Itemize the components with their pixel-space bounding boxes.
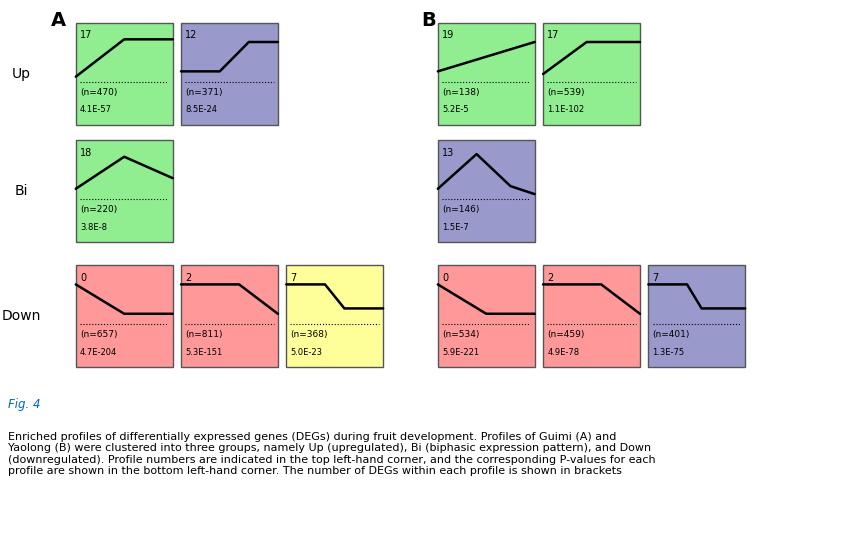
FancyBboxPatch shape bbox=[438, 265, 535, 368]
Text: (n=368): (n=368) bbox=[290, 330, 328, 339]
Text: 0: 0 bbox=[442, 273, 448, 283]
Text: 18: 18 bbox=[80, 148, 93, 158]
Text: Bi: Bi bbox=[14, 184, 28, 198]
Text: 3.8E-8: 3.8E-8 bbox=[80, 223, 107, 232]
Text: 2: 2 bbox=[185, 273, 191, 283]
FancyBboxPatch shape bbox=[76, 23, 173, 125]
Text: Up: Up bbox=[12, 67, 30, 81]
Text: 5.9E-221: 5.9E-221 bbox=[442, 348, 479, 356]
Text: Enriched profiles of differentially expressed genes (DEGs) during fruit developm: Enriched profiles of differentially expr… bbox=[8, 432, 656, 476]
Text: B: B bbox=[421, 11, 436, 31]
Text: Fig. 4: Fig. 4 bbox=[8, 398, 41, 411]
Text: 7: 7 bbox=[290, 273, 296, 283]
Text: 5.2E-5: 5.2E-5 bbox=[442, 105, 469, 114]
Text: 8.5E-24: 8.5E-24 bbox=[185, 105, 217, 114]
FancyBboxPatch shape bbox=[181, 23, 278, 125]
FancyBboxPatch shape bbox=[648, 265, 745, 368]
Text: 0: 0 bbox=[80, 273, 86, 283]
Text: 19: 19 bbox=[442, 30, 455, 40]
Text: 17: 17 bbox=[80, 30, 93, 40]
Text: A: A bbox=[51, 11, 66, 31]
Text: (n=534): (n=534) bbox=[442, 330, 479, 339]
Text: (n=401): (n=401) bbox=[653, 330, 690, 339]
Text: 4.9E-78: 4.9E-78 bbox=[547, 348, 579, 356]
Text: (n=371): (n=371) bbox=[185, 88, 223, 97]
FancyBboxPatch shape bbox=[181, 265, 278, 368]
Text: (n=811): (n=811) bbox=[185, 330, 223, 339]
Text: 4.7E-204: 4.7E-204 bbox=[80, 348, 117, 356]
Text: 5.0E-23: 5.0E-23 bbox=[290, 348, 322, 356]
Text: 2: 2 bbox=[547, 273, 553, 283]
Text: (n=657): (n=657) bbox=[80, 330, 118, 339]
FancyBboxPatch shape bbox=[76, 265, 173, 368]
Text: 13: 13 bbox=[442, 148, 455, 158]
Text: (n=470): (n=470) bbox=[80, 88, 117, 97]
FancyBboxPatch shape bbox=[76, 140, 173, 242]
Text: 12: 12 bbox=[185, 30, 198, 40]
Text: Down: Down bbox=[2, 309, 40, 323]
Text: 7: 7 bbox=[653, 273, 658, 283]
FancyBboxPatch shape bbox=[543, 265, 640, 368]
Text: 5.3E-151: 5.3E-151 bbox=[185, 348, 222, 356]
Text: 4.1E-57: 4.1E-57 bbox=[80, 105, 112, 114]
Text: 1.5E-7: 1.5E-7 bbox=[442, 223, 469, 232]
Text: 1.1E-102: 1.1E-102 bbox=[547, 105, 584, 114]
Text: (n=138): (n=138) bbox=[442, 88, 480, 97]
Text: 17: 17 bbox=[547, 30, 560, 40]
FancyBboxPatch shape bbox=[438, 140, 535, 242]
FancyBboxPatch shape bbox=[543, 23, 640, 125]
FancyBboxPatch shape bbox=[286, 265, 383, 368]
Text: (n=459): (n=459) bbox=[547, 330, 584, 339]
Text: (n=539): (n=539) bbox=[547, 88, 585, 97]
Text: (n=146): (n=146) bbox=[442, 205, 479, 214]
Text: (n=220): (n=220) bbox=[80, 205, 117, 214]
Text: 1.3E-75: 1.3E-75 bbox=[653, 348, 685, 356]
FancyBboxPatch shape bbox=[438, 23, 535, 125]
